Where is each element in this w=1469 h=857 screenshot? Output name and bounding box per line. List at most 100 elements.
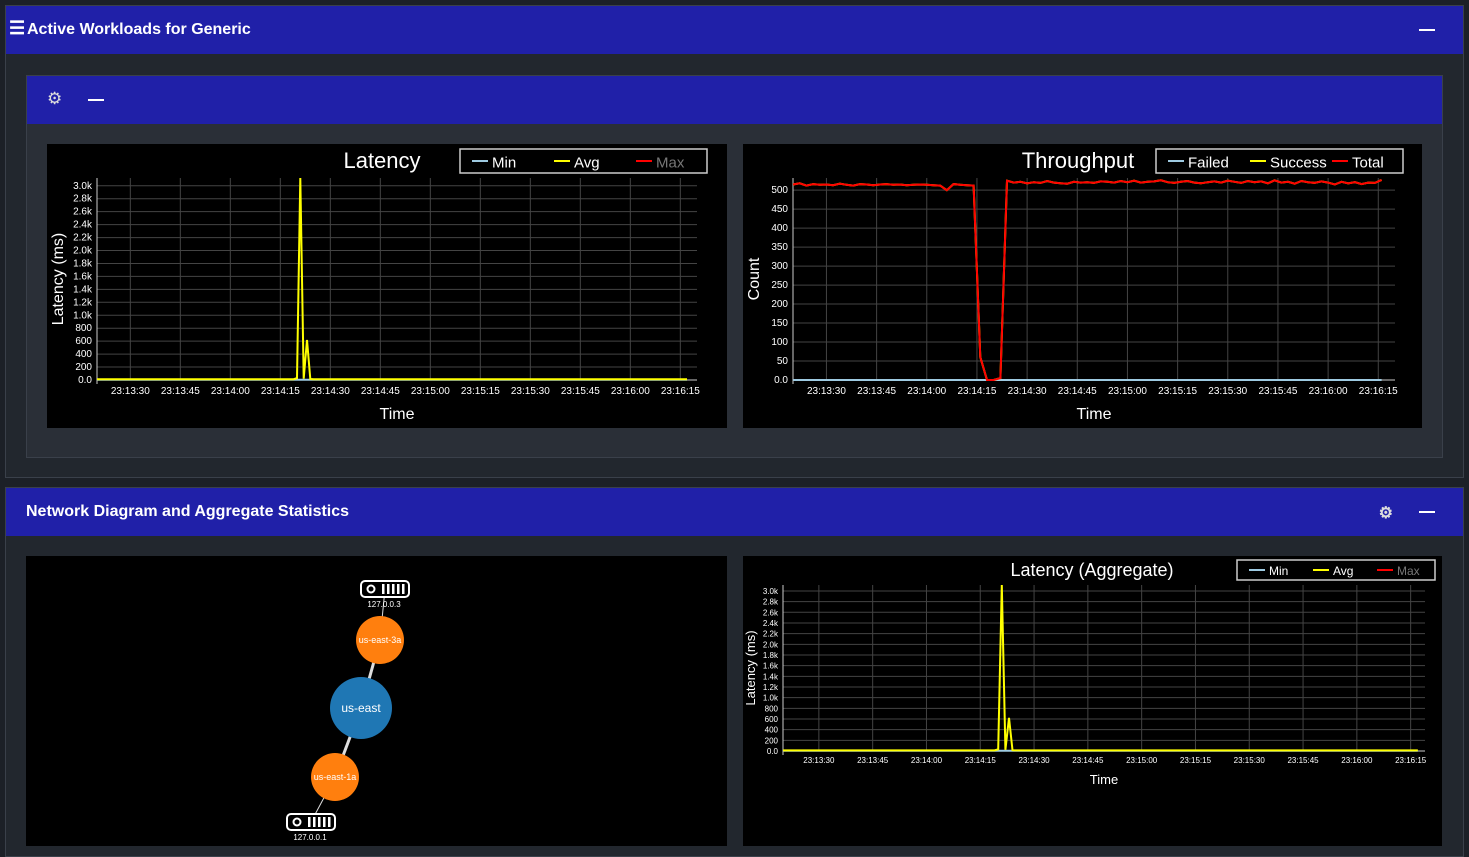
x-tick-label: 23:15:15 <box>461 386 500 397</box>
server-led <box>292 817 302 827</box>
legend <box>1155 148 1404 174</box>
legend-item-avg: Avg <box>574 155 600 172</box>
y-tick-label: 2.2k <box>763 630 779 639</box>
x-tick-label: 23:14:45 <box>361 386 400 397</box>
legend-item-max: Max <box>1397 564 1420 578</box>
y-tick-label: 400 <box>771 223 788 234</box>
y-tick-label: 0.0 <box>78 375 92 386</box>
y-tick-label: 150 <box>771 318 788 329</box>
legend-item-avg: Avg <box>1333 564 1353 578</box>
x-tick-label: 23:16:00 <box>1341 756 1373 765</box>
server-slot <box>382 584 385 594</box>
server-slot <box>308 817 311 827</box>
y-tick-label: 2.4k <box>763 619 779 628</box>
y-axis-label: Count <box>746 257 763 300</box>
collapse-button[interactable] <box>1419 511 1435 513</box>
y-tick-label: 200 <box>771 299 788 310</box>
x-tick-label: 23:14:30 <box>1008 386 1047 397</box>
y-tick-label: 400 <box>75 349 92 360</box>
y-tick-label: 2.8k <box>763 598 779 607</box>
x-tick-label: 23:14:00 <box>211 386 250 397</box>
node-us-east-1a <box>311 753 359 801</box>
collapse-button[interactable] <box>1419 29 1435 31</box>
x-tick-label: 23:15:00 <box>1108 386 1147 397</box>
series-line-avg <box>97 177 687 381</box>
y-tick-label: 2.0k <box>763 640 779 649</box>
panel-header: Network Diagram and Aggregate Statistics… <box>6 488 1463 536</box>
x-tick-label: 23:15:30 <box>1234 756 1266 765</box>
panel-title: Network Diagram and Aggregate Statistics <box>26 503 350 520</box>
chart-svg: 0.02004006008001.0k1.2k1.4k1.6k1.8k2.0k2… <box>50 148 708 423</box>
server-slot <box>318 817 321 827</box>
chart-title: Latency (Aggregate) <box>1010 560 1173 580</box>
y-tick-label: 1.0k <box>763 694 779 703</box>
latency-aggregate-chart: 0.0 200 400 600 800 1.0k 1.2k 1.4k 1.6k 1.8k 2.0k 2… <box>743 556 1442 846</box>
x-tick-label: 23:15:15 <box>1158 386 1197 397</box>
y-tick-label: 600 <box>765 715 779 724</box>
collapse-button[interactable] <box>88 99 104 101</box>
network-diagram: 127.0.0.3 us-east-3a us-east us-east-1a 127.… <box>26 556 727 846</box>
throughput-chart: 0.0 50 100 150 200 250 300 350 400 450 500 23:13:30… <box>743 144 1422 428</box>
server-slot <box>392 584 395 594</box>
x-tick-label: 23:14:45 <box>1058 386 1097 397</box>
series-line-total <box>792 178 1383 381</box>
y-tick-label: 250 <box>771 280 788 291</box>
series-line-avg <box>783 584 1418 752</box>
y-tick-label: 2.6k <box>763 608 779 617</box>
y-tick-label: 500 <box>771 185 788 196</box>
x-tick-label: 23:15:15 <box>1180 756 1212 765</box>
y-tick-label: 3.0k <box>763 587 779 596</box>
x-axis-label: Time <box>380 406 415 423</box>
node-us-east <box>330 677 392 739</box>
y-tick-label: 1.4k <box>73 284 93 295</box>
legend <box>1236 559 1436 581</box>
server-slot <box>323 817 326 827</box>
server-slot <box>387 584 390 594</box>
node-label: us-east-3a <box>359 635 402 645</box>
server-led <box>366 584 376 594</box>
server-label: 127.0.0.1 <box>293 833 327 842</box>
x-tick-label: 23:14:00 <box>911 756 943 765</box>
legend-item-min: Min <box>492 155 516 172</box>
y-tick-label: 350 <box>771 242 788 253</box>
x-tick-label: 23:16:15 <box>1359 386 1398 397</box>
y-tick-label: 400 <box>765 726 779 735</box>
panel-title: Active Workloads for Generic <box>27 21 251 38</box>
y-tick-label: 2.6k <box>73 207 93 218</box>
legend-item-success: Success <box>1270 155 1327 172</box>
y-axis-label: Latency (ms) <box>743 630 758 705</box>
hamburger-icon[interactable]: ☰ <box>9 18 26 38</box>
y-tick-label: 0.0 <box>774 375 788 386</box>
latency-chart: 0.0 200 400 600 800 1.0k 1.2k 1.4k 1.6k 1.8k 2.0k 2… <box>47 144 727 428</box>
legend-item-max: Max <box>656 155 685 172</box>
chart-title: Throughput <box>1022 148 1135 173</box>
card-header: ⚙ <box>27 76 1442 124</box>
legend-item-min: Min <box>1269 564 1288 578</box>
x-tick-label: 23:13:45 <box>857 386 896 397</box>
x-tick-label: 23:16:00 <box>611 386 650 397</box>
server-slot <box>397 584 400 594</box>
y-tick-label: 200 <box>765 736 779 745</box>
chart-title: Latency <box>343 148 420 173</box>
chart-svg: 0.02004006008001.0k1.2k1.4k1.6k1.8k2.0k2… <box>743 559 1436 787</box>
y-tick-label: 1.6k <box>763 662 779 671</box>
gear-icon[interactable]: ⚙ <box>47 89 63 108</box>
y-tick-label: 2.2k <box>73 233 93 244</box>
y-tick-label: 2.4k <box>73 220 93 231</box>
x-tick-label: 23:14:15 <box>261 386 300 397</box>
y-axis-label: Latency (ms) <box>50 233 67 325</box>
x-tick-label: 23:15:00 <box>1126 756 1158 765</box>
x-tick-label: 23:15:00 <box>411 386 450 397</box>
gear-icon[interactable]: ⚙ <box>1378 505 1393 522</box>
server-slot <box>328 817 331 827</box>
node-us-east-3a <box>356 616 404 664</box>
x-tick-label: 23:13:30 <box>111 386 150 397</box>
y-tick-label: 800 <box>75 323 92 334</box>
y-tick-label: 3.0k <box>73 181 93 192</box>
x-tick-label: 23:14:00 <box>907 386 946 397</box>
x-tick-label: 23:15:45 <box>1258 386 1297 397</box>
y-tick-label: 1.8k <box>763 651 779 660</box>
y-tick-label: 450 <box>771 204 788 215</box>
x-tick-label: 23:14:15 <box>965 756 997 765</box>
y-tick-label: 1.8k <box>73 258 93 269</box>
